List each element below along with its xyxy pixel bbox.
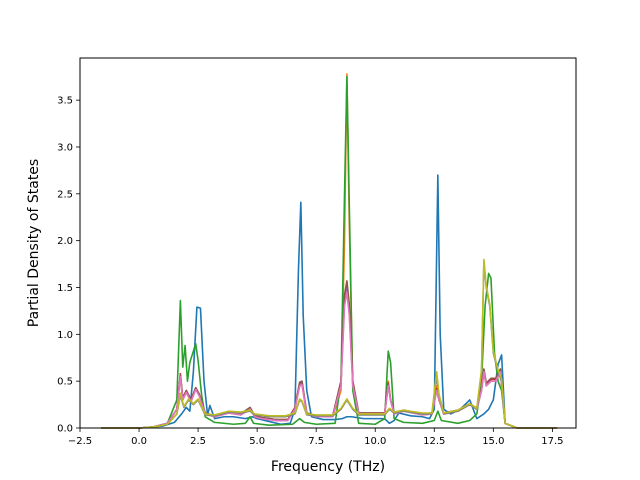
y-tick-label: 0.0 bbox=[57, 424, 73, 435]
y-tick-label: 1.0 bbox=[57, 330, 73, 341]
x-tick-label: 2.5 bbox=[190, 436, 206, 447]
y-tick-label: 3.5 bbox=[57, 96, 73, 107]
x-tick-label: 5.0 bbox=[249, 436, 265, 447]
y-axis-title: Partial Density of States bbox=[26, 159, 42, 327]
y-tick-label: 2.0 bbox=[57, 236, 73, 247]
x-axis-ticks: −2.5 0.0 2.5 5.0 7.5 10.0 12.5 15.0 17.5 bbox=[68, 428, 564, 447]
plot-frame bbox=[79, 57, 577, 429]
x-tick-label: 15.0 bbox=[482, 436, 504, 447]
series-line-9 bbox=[101, 258, 558, 429]
y-tick-label: 3.0 bbox=[57, 142, 73, 153]
series-layer bbox=[101, 73, 558, 429]
y-axis-ticks: 0.0 0.5 1.0 1.5 2.0 2.5 3.0 3.5 bbox=[57, 96, 80, 435]
x-axis-title: Frequency (THz) bbox=[271, 459, 385, 475]
x-tick-label: 12.5 bbox=[423, 436, 445, 447]
x-tick-label: 17.5 bbox=[541, 436, 563, 447]
series-line-5 bbox=[101, 286, 558, 429]
series-line-1 bbox=[101, 174, 558, 429]
x-tick-label: 10.0 bbox=[364, 436, 386, 447]
x-tick-label: 7.5 bbox=[308, 436, 324, 447]
y-tick-label: 0.5 bbox=[57, 377, 73, 388]
series-line-2 bbox=[101, 73, 558, 429]
y-tick-label: 1.5 bbox=[57, 283, 73, 294]
y-tick-label: 2.5 bbox=[57, 189, 73, 200]
x-tick-label: 0.0 bbox=[131, 436, 147, 447]
x-tick-label: −2.5 bbox=[68, 436, 92, 447]
series-line-8 bbox=[101, 260, 558, 429]
series-line-3 bbox=[101, 75, 558, 429]
